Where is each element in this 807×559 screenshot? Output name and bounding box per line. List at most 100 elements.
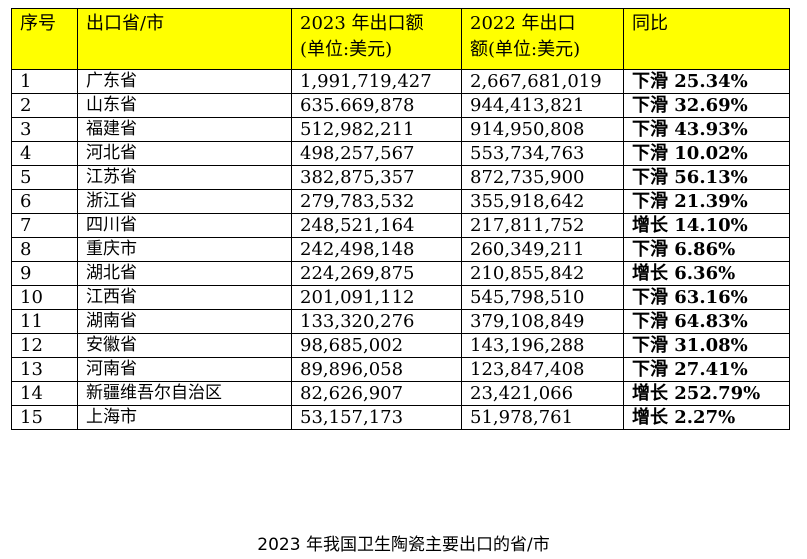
- cell-region: 四川省: [77, 213, 292, 238]
- cell-region: 新疆维吾尔自治区: [77, 381, 292, 406]
- cell-export-2022: 143,196,288: [461, 333, 624, 358]
- table-body: 1 广东省 1,991,719,427 2,667,681,019 下滑 25.34% …: [11, 69, 790, 430]
- cell-region: 上海市: [77, 405, 292, 430]
- cell-yoy: 增长 252.79%: [623, 381, 790, 406]
- header-export-2022: 2022 年出口 额(单位:美元): [461, 8, 624, 70]
- table-row: 7 四川省 248,521,164 217,811,752 增长 14.10%: [11, 213, 790, 238]
- cell-export-2023: 512,982,211: [291, 117, 462, 142]
- cell-rank: 13: [11, 357, 78, 382]
- cell-export-2022: 51,978,761: [461, 405, 624, 430]
- cell-region: 山东省: [77, 93, 292, 118]
- table-row: 15 上海市 53,157,173 51,978,761 增长 2.27%: [11, 405, 790, 430]
- cell-rank: 7: [11, 213, 78, 238]
- cell-yoy: 下滑 25.34%: [623, 69, 790, 94]
- cell-export-2022: 355,918,642: [461, 189, 624, 214]
- cell-rank: 15: [11, 405, 78, 430]
- table-row: 11 湖南省 133,320,276 379,108,849 下滑 64.83%: [11, 309, 790, 334]
- cell-region: 重庆市: [77, 237, 292, 262]
- cell-export-2023: 82,626,907: [291, 381, 462, 406]
- cell-region: 河南省: [77, 357, 292, 382]
- cell-rank: 1: [11, 69, 78, 94]
- cell-export-2022: 217,811,752: [461, 213, 624, 238]
- table-row: 6 浙江省 279,783,532 355,918,642 下滑 21.39%: [11, 189, 790, 214]
- cell-export-2023: 98,685,002: [291, 333, 462, 358]
- header-row: 序号 出口省/市 2023 年出口额 (单位:美元) 2022 年出口 额(单位…: [11, 8, 790, 70]
- table-row: 10 江西省 201,091,112 545,798,510 下滑 63.16%: [11, 285, 790, 310]
- cell-region: 河北省: [77, 141, 292, 166]
- table-header: 序号 出口省/市 2023 年出口额 (单位:美元) 2022 年出口 额(单位…: [11, 8, 790, 70]
- cell-rank: 9: [11, 261, 78, 286]
- cell-rank: 6: [11, 189, 78, 214]
- cell-export-2023: 201,091,112: [291, 285, 462, 310]
- cell-region: 安徽省: [77, 333, 292, 358]
- cell-rank: 5: [11, 165, 78, 190]
- header-export-2023-line1: 2023 年出口额: [300, 13, 424, 34]
- export-table: 序号 出口省/市 2023 年出口额 (单位:美元) 2022 年出口 额(单位…: [11, 8, 790, 430]
- cell-export-2023: 635.669,878: [291, 93, 462, 118]
- cell-yoy: 下滑 21.39%: [623, 189, 790, 214]
- cell-rank: 3: [11, 117, 78, 142]
- cell-export-2022: 260,349,211: [461, 237, 624, 262]
- cell-export-2022: 872,735,900: [461, 165, 624, 190]
- cell-yoy: 下滑 63.16%: [623, 285, 790, 310]
- table-caption: 2023 年我国卫生陶瓷主要出口的省/市: [257, 535, 550, 555]
- cell-export-2022: 2,667,681,019: [461, 69, 624, 94]
- cell-export-2022: 379,108,849: [461, 309, 624, 334]
- cell-yoy: 下滑 6.86%: [623, 237, 790, 262]
- table-row: 12 安徽省 98,685,002 143,196,288 下滑 31.08%: [11, 333, 790, 358]
- cell-yoy: 下滑 64.83%: [623, 309, 790, 334]
- cell-rank: 11: [11, 309, 78, 334]
- table-row: 13 河南省 89,896,058 123,847,408 下滑 27.41%: [11, 357, 790, 382]
- cell-region: 江西省: [77, 285, 292, 310]
- cell-region: 湖南省: [77, 309, 292, 334]
- cell-yoy: 增长 2.27%: [623, 405, 790, 430]
- cell-region: 浙江省: [77, 189, 292, 214]
- header-rank: 序号: [11, 8, 78, 70]
- table-row: 1 广东省 1,991,719,427 2,667,681,019 下滑 25.34%: [11, 69, 790, 94]
- cell-rank: 14: [11, 381, 78, 406]
- cell-export-2023: 382,875,357: [291, 165, 462, 190]
- cell-region: 广东省: [77, 69, 292, 94]
- table-row: 2 山东省 635.669,878 944,413,821 下滑 32.69%: [11, 93, 790, 118]
- cell-yoy: 增长 14.10%: [623, 213, 790, 238]
- header-yoy: 同比: [623, 8, 790, 70]
- cell-yoy: 下滑 56.13%: [623, 165, 790, 190]
- cell-export-2023: 1,991,719,427: [291, 69, 462, 94]
- cell-export-2022: 123,847,408: [461, 357, 624, 382]
- cell-export-2023: 498,257,567: [291, 141, 462, 166]
- cell-rank: 8: [11, 237, 78, 262]
- cell-yoy: 下滑 32.69%: [623, 93, 790, 118]
- header-region: 出口省/市: [77, 8, 292, 70]
- cell-export-2023: 89,896,058: [291, 357, 462, 382]
- cell-export-2023: 224,269,875: [291, 261, 462, 286]
- cell-yoy: 下滑 10.02%: [623, 141, 790, 166]
- cell-export-2022: 210,855,842: [461, 261, 624, 286]
- table-row: 8 重庆市 242,498,148 260,349,211 下滑 6.86%: [11, 237, 790, 262]
- cell-export-2023: 53,157,173: [291, 405, 462, 430]
- cell-yoy: 下滑 31.08%: [623, 333, 790, 358]
- table-row: 5 江苏省 382,875,357 872,735,900 下滑 56.13%: [11, 165, 790, 190]
- cell-export-2023: 242,498,148: [291, 237, 462, 262]
- cell-region: 湖北省: [77, 261, 292, 286]
- cell-rank: 10: [11, 285, 78, 310]
- cell-export-2022: 914,950,808: [461, 117, 624, 142]
- cell-export-2022: 23,421,066: [461, 381, 624, 406]
- cell-export-2022: 944,413,821: [461, 93, 624, 118]
- table-row: 4 河北省 498,257,567 553,734,763 下滑 10.02%: [11, 141, 790, 166]
- cell-yoy: 下滑 27.41%: [623, 357, 790, 382]
- table-row: 9 湖北省 224,269,875 210,855,842 增长 6.36%: [11, 261, 790, 286]
- cell-rank: 12: [11, 333, 78, 358]
- cell-export-2023: 133,320,276: [291, 309, 462, 334]
- header-export-2022-line1: 2022 年出口: [470, 13, 576, 34]
- header-export-2023-line2: (单位:美元): [300, 39, 393, 60]
- cell-export-2022: 553,734,763: [461, 141, 624, 166]
- cell-export-2022: 545,798,510: [461, 285, 624, 310]
- header-export-2022-line2: 额(单位:美元): [470, 39, 581, 60]
- table-row: 3 福建省 512,982,211 914,950,808 下滑 43.93%: [11, 117, 790, 142]
- table-row: 14 新疆维吾尔自治区 82,626,907 23,421,066 增长 252.79%: [11, 381, 790, 406]
- header-export-2023: 2023 年出口额 (单位:美元): [291, 8, 462, 70]
- cell-export-2023: 279,783,532: [291, 189, 462, 214]
- cell-export-2023: 248,521,164: [291, 213, 462, 238]
- cell-region: 福建省: [77, 117, 292, 142]
- cell-rank: 4: [11, 141, 78, 166]
